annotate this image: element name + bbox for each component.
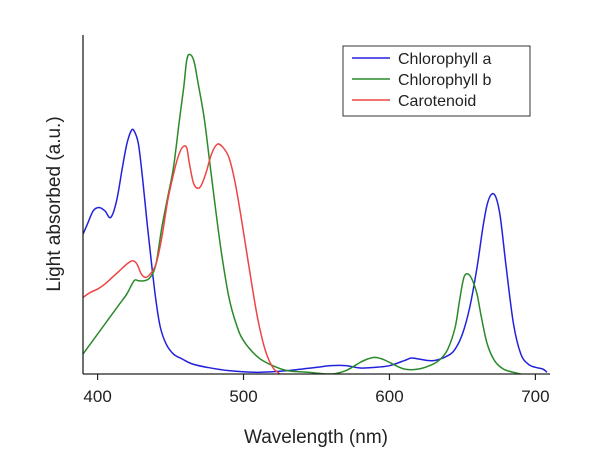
series-layer	[83, 53, 548, 374]
x-tick-label: 400	[83, 387, 111, 406]
legend-label-chlorophyll-a: Chlorophyll a	[398, 51, 491, 68]
y-axis-title: Light absorbed (a.u.)	[44, 116, 65, 291]
x-ticks: 400 500 600 700	[83, 374, 550, 406]
series-line-carotenoid	[83, 143, 281, 374]
series-line-chlorophyll-a	[83, 128, 548, 374]
series-line-chlorophyll-b	[83, 53, 521, 374]
x-tick-label: 600	[375, 387, 403, 406]
x-tick-label: 700	[521, 387, 549, 406]
legend-label-chlorophyll-b: Chlorophyll b	[398, 72, 491, 89]
legend-label-carotenoid: Carotenoid	[398, 93, 476, 110]
x-tick-label: 500	[229, 387, 257, 406]
legend: Chlorophyll a Chlorophyll b Carotenoid	[342, 45, 531, 117]
x-axis-title: Wavelength (nm)	[244, 427, 388, 448]
